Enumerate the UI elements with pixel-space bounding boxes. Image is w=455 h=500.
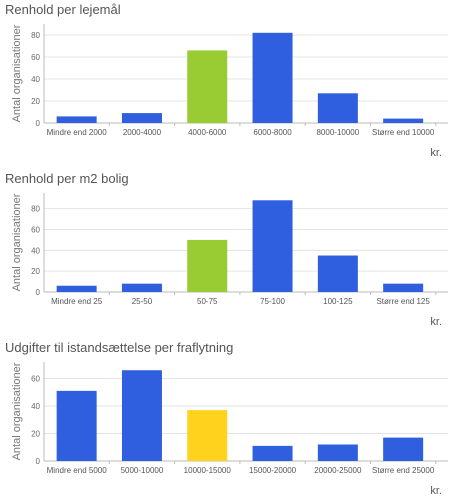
x-axis-label: kr. — [430, 147, 442, 159]
chart-panel-3: Udgifter til istandsættelse per fraflytn… — [0, 340, 455, 500]
x-tick-label: Mindre end 25 — [51, 297, 103, 306]
y-tick-label: 20 — [31, 97, 40, 106]
bar — [121, 370, 162, 461]
x-tick-label: Mindre end 5000 — [47, 466, 108, 475]
x-tick-label: 25-50 — [132, 297, 153, 306]
chart-title: Udgifter til istandsættelse per fraflytn… — [5, 340, 234, 355]
x-tick-label: 50-75 — [197, 297, 218, 306]
y-tick-label: 60 — [31, 375, 40, 384]
y-tick-label: 40 — [31, 75, 40, 84]
y-tick-label: 20 — [31, 430, 40, 439]
y-tick-label: 40 — [31, 402, 40, 411]
chart-panel-2: Renhold per m2 bolig 0 20 40 60 80 Antal orga… — [0, 171, 455, 331]
x-tick-label: 75-100 — [260, 297, 285, 306]
x-tick-label: 15000-20000 — [249, 466, 297, 475]
bar — [252, 445, 293, 461]
bar — [383, 437, 424, 461]
y-tick-label: 80 — [31, 31, 40, 40]
x-tick-label: 8000-10000 — [316, 128, 359, 137]
bar-chart-renhold-per-lejemaal: 0 20 40 60 80 Antal organisationer Mindre end … — [11, 24, 448, 159]
bar — [121, 113, 162, 123]
bar — [56, 116, 97, 123]
bar — [252, 32, 293, 123]
y-tick-label: 80 — [31, 205, 40, 214]
x-tick-label: 2000-4000 — [123, 128, 162, 137]
bar — [187, 239, 228, 292]
bar — [252, 200, 293, 292]
bar — [317, 93, 358, 123]
x-tick-label: 4000-6000 — [188, 128, 227, 137]
x-tick-label: 6000-8000 — [253, 128, 292, 137]
y-tick-label: 60 — [31, 53, 40, 62]
bar — [317, 255, 358, 292]
x-tick-label: 10000-15000 — [184, 466, 232, 475]
chart-title: Renhold per lejemål — [5, 2, 121, 17]
x-tick-label: 100-125 — [323, 297, 353, 306]
x-tick-label: 20000-25000 — [314, 466, 362, 475]
bar-chart-renhold-per-m2-bolig: 0 20 40 60 80 Antal organisationer Mindre end … — [11, 193, 448, 328]
x-tick-label: Mindre end 2000 — [47, 128, 108, 137]
x-axis-label: kr. — [430, 316, 442, 328]
y-tick-label: 0 — [36, 457, 41, 466]
bar — [121, 283, 162, 292]
bar-chart-udgifter-istandsaettelse: 0 20 40 60 Antal organisationer Mindre end 50… — [11, 362, 448, 497]
chart-panel-1: Renhold per lejemål 0 20 40 60 80 Antal organ… — [0, 2, 455, 162]
bar — [187, 410, 228, 461]
y-tick-label: 0 — [36, 119, 41, 128]
bar — [187, 50, 228, 123]
x-tick-label: 5000-10000 — [121, 466, 164, 475]
y-axis-label: Antal organisationer — [11, 24, 23, 122]
chart-title: Renhold per m2 bolig — [5, 171, 129, 186]
bar — [383, 118, 424, 123]
x-tick-label: Større end 10000 — [372, 128, 435, 137]
x-tick-label: Større end 125 — [376, 297, 430, 306]
y-tick-label: 20 — [31, 267, 40, 276]
x-axis-label: kr. — [430, 485, 442, 497]
bar — [56, 390, 97, 461]
y-tick-label: 60 — [31, 225, 40, 234]
bar — [317, 444, 358, 461]
y-axis-label: Antal organisationer — [11, 362, 23, 460]
x-tick-label: Større end 25000 — [372, 466, 435, 475]
bar — [383, 283, 424, 292]
y-tick-label: 0 — [36, 288, 41, 297]
y-tick-label: 40 — [31, 246, 40, 255]
bar — [56, 285, 97, 292]
y-axis-label: Antal organisationer — [11, 193, 23, 291]
